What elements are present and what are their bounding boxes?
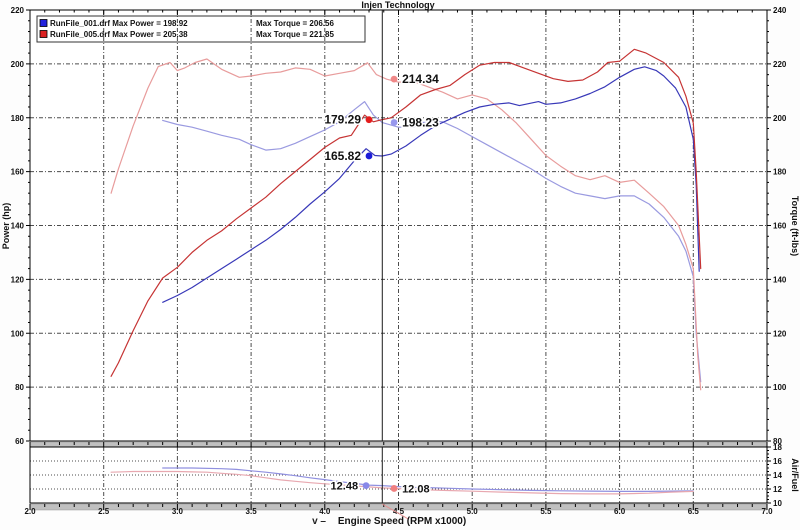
tick-label: 140 [773, 275, 787, 284]
runfile-005-torque-curve [110, 58, 702, 391]
tick-label: 100 [773, 383, 787, 392]
tick-label: 160 [11, 168, 25, 177]
x-axis-title: Engine Speed (RPM x1000) [338, 516, 466, 527]
cursor-marker-179-29: 179.29 [323, 111, 373, 128]
x-tick-label: 6.5 [688, 507, 700, 516]
x-axis-tick-labels: 2.0 2.5 3.0 3.5 4.0 4.5 5.0 5.5 6.0 6.5 7.0 [24, 507, 773, 516]
legend-swatch-icon [39, 30, 48, 38]
x-tick-label: 4.5 [393, 507, 405, 516]
bottom-x-band-ticks [29, 504, 768, 510]
tick-label: 120 [11, 275, 25, 284]
cursor-marker-value: 214.34 [402, 72, 439, 86]
legend-row-runfile-001-drf[interactable]: RunFile_001.drf Max Power = 198.92 Max To… [39, 19, 334, 28]
tick-label: 80 [15, 383, 24, 392]
runfile-005-power-curve [110, 48, 702, 377]
airfuel-axis-ticks [767, 446, 771, 504]
tick-label: 60 [15, 437, 24, 446]
tick-label: 240 [773, 6, 787, 15]
runfile-001-torque-curve [162, 100, 702, 383]
cursor-marker-value: 12.08 [402, 483, 430, 495]
cursor-marker-12-08: 12.08 [390, 482, 431, 497]
tick-label: 12 [773, 485, 782, 494]
x-tick-label: 3.0 [172, 507, 184, 516]
runfile-001-power-curve [162, 66, 700, 303]
tick-label: 220 [11, 6, 25, 15]
tick-label: 16 [773, 457, 782, 466]
cursor-marker-value: 179.29 [324, 113, 361, 127]
x-tick-label: 5.5 [540, 507, 552, 516]
runfile-005-air-fuel-curve [110, 470, 694, 495]
cursor-marker-dot [390, 119, 398, 126]
bottom-x-tick-band [29, 503, 768, 511]
cursor-marker-dot [362, 482, 370, 490]
tick-label: 220 [773, 60, 787, 69]
cursor-marker-214-34: 214.34 [390, 71, 441, 88]
tick-label: 140 [11, 222, 25, 231]
tick-label: 14 [773, 471, 782, 480]
airfuel-chart: 18 16 14 12 10 12.48 12.08 [29, 443, 782, 508]
cursor-marker-dot [365, 152, 373, 160]
tick-label: 200 [11, 60, 25, 69]
tick-label: 10 [773, 499, 782, 508]
legend-run-power-label: RunFile_001.drf Max Power = 198.92 [50, 19, 188, 28]
tick-label: 100 [11, 329, 25, 338]
cursor-marker-value: 165.82 [324, 149, 361, 163]
legend-run-torque-label: Max Torque = 221.85 [256, 30, 334, 39]
x-tick-label: 2.0 [24, 507, 36, 516]
x-tick-label: 2.5 [98, 507, 110, 516]
cursor-marker-198-23: 198.23 [390, 114, 441, 131]
tick-label: 180 [773, 168, 787, 177]
main-top-ticks [29, 10, 768, 15]
tick-label: 160 [773, 222, 787, 231]
legend-run-torque-label: Max Torque = 206.56 [256, 19, 334, 28]
cursor-pointer-leader [382, 503, 409, 520]
cursor-marker-12-48: 12.48 [329, 479, 370, 494]
cursor-marker-dot [390, 75, 398, 83]
legend-row-runfile-005-drf[interactable]: RunFile_005.drf Max Power = 205.38 Max To… [39, 30, 334, 39]
torque-axis-label: Torque (ft-lbs) [790, 196, 800, 256]
power-axis-label: Power (hp) [1, 203, 11, 250]
tick-label: 120 [773, 329, 787, 338]
x-tick-label: 5.0 [467, 507, 479, 516]
torque-axis-ticks [767, 9, 771, 442]
x-tick-label: 4.0 [319, 507, 331, 516]
tick-label: 18 [773, 443, 782, 452]
airfuel-axis-tick-labels: 18 16 14 12 10 [773, 443, 782, 508]
cursor-marker-value: 198.23 [402, 116, 439, 130]
tick-label: 200 [773, 114, 787, 123]
cursor-marker-dot [365, 116, 373, 124]
legend: RunFile_001.drf Max Power = 198.92 Max To… [36, 15, 366, 43]
x-tick-label: 6.0 [614, 507, 626, 516]
legend-swatch-icon [39, 19, 48, 27]
main-horizontal-gridlines [30, 63, 767, 388]
cursor-marker-dot [390, 485, 398, 492]
airfuel-axis-label: Air/Fuel [790, 458, 800, 492]
tick-label: 180 [11, 114, 25, 123]
legend-run-power-label: RunFile_005.drf Max Power = 205.38 [50, 30, 188, 39]
power-axis-ticks [26, 9, 30, 442]
main-chart: 220 200 180 160 140 120 100 80 60 240 220 200 180 160… [11, 6, 787, 446]
x-axis-selector-icon[interactable]: v – [312, 516, 326, 527]
tick-label: 80 [773, 437, 782, 446]
torque-axis-tick-labels: 240 220 200 180 160 140 120 100 80 [773, 6, 787, 446]
page-title: Injen Technology [361, 0, 434, 10]
legend-box [36, 15, 366, 43]
x-tick-label: 7.0 [761, 507, 773, 516]
cursor-marker-165-82: 165.82 [323, 147, 373, 164]
power-axis-tick-labels: 220 200 180 160 140 120 100 80 60 [11, 6, 25, 446]
x-tick-label: 3.5 [246, 507, 258, 516]
plot-area: 220 200 180 160 140 120 100 80 60 240 220 200 180 160… [11, 6, 787, 520]
cursor-marker-value: 12.48 [331, 481, 359, 493]
